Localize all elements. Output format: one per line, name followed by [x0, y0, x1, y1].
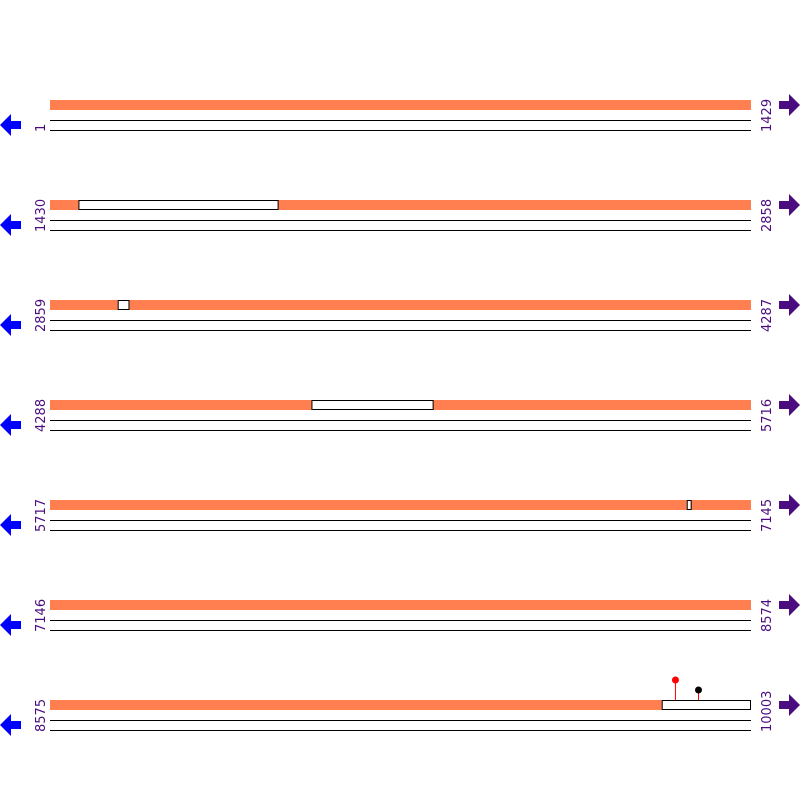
gap-region — [78, 200, 279, 210]
row-start-label: 4288 — [34, 399, 49, 432]
sequence-row: 4288 5716 — [0, 394, 800, 436]
coverage-bar — [50, 300, 751, 310]
arrow-left-icon — [0, 114, 21, 136]
coverage-bar — [50, 100, 751, 110]
sequence-row: 1430 2858 — [0, 194, 800, 236]
row-start-label: 1430 — [34, 199, 49, 232]
row-start-label: 7146 — [34, 599, 49, 632]
marker-dot — [671, 676, 679, 684]
row-end-label: 4287 — [760, 299, 775, 332]
arrow-right-icon — [779, 594, 800, 616]
arrow-left-icon — [0, 514, 21, 536]
coverage-bar — [50, 200, 751, 210]
arrow-right-icon — [779, 294, 800, 316]
coverage-bar — [50, 700, 751, 710]
gap-region — [117, 300, 130, 310]
arrow-right-icon — [779, 194, 800, 216]
arrow-left-icon — [0, 414, 21, 436]
arrow-left-icon — [0, 714, 21, 736]
sequence-row: 1 1429 — [0, 94, 800, 136]
row-end-label: 5716 — [760, 399, 775, 432]
row-start-label: 1 — [34, 124, 49, 132]
arrow-right-icon — [779, 94, 800, 116]
sequence-row: 5717 7145 — [0, 494, 800, 536]
gap-region — [661, 700, 752, 710]
row-start-label: 5717 — [34, 499, 49, 532]
arrow-left-icon — [0, 314, 21, 336]
sequence-row: 2859 4287 — [0, 294, 800, 336]
row-end-label: 10003 — [760, 691, 775, 732]
gap-region — [311, 400, 434, 410]
sequence-row: 7146 8574 — [0, 594, 800, 636]
row-end-label: 2858 — [760, 199, 775, 232]
sequence-row: 8575 10003 — [0, 676, 800, 736]
coverage-bar — [50, 600, 751, 610]
coverage-bar — [50, 500, 751, 510]
row-end-label: 1429 — [760, 99, 775, 132]
row-start-label: 8575 — [34, 699, 49, 732]
arrow-right-icon — [779, 494, 800, 516]
arrow-left-icon — [0, 614, 21, 636]
row-end-label: 7145 — [760, 499, 775, 532]
row-end-label: 8574 — [760, 599, 775, 632]
arrow-right-icon — [779, 394, 800, 416]
row-start-label: 2859 — [34, 299, 49, 332]
gap-region — [686, 500, 692, 510]
arrow-right-icon — [779, 694, 800, 716]
arrow-left-icon — [0, 214, 21, 236]
marker-dot — [695, 686, 703, 694]
